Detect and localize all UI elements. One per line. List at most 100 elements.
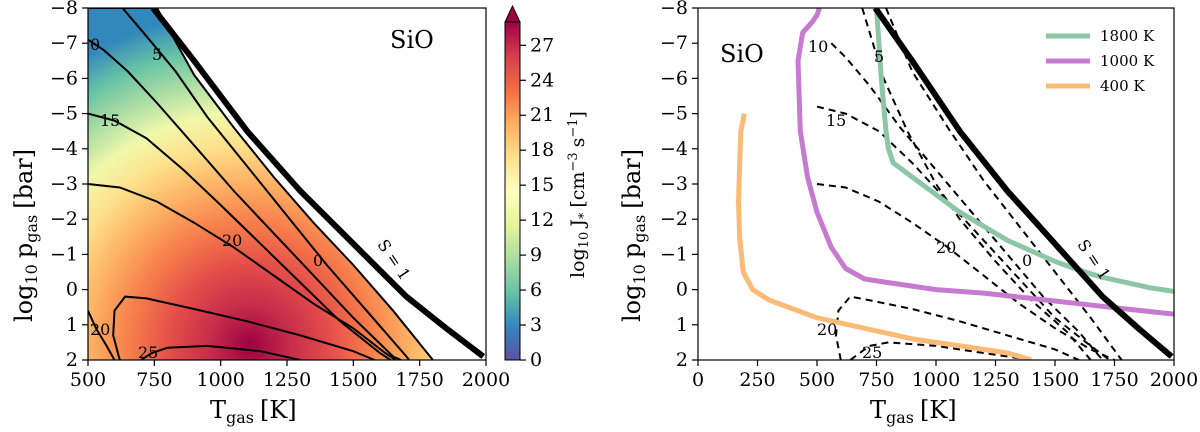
colorbar-tick-label: 3 <box>530 314 542 336</box>
colorbar-tick-label: 18 <box>530 139 554 161</box>
y-tick-label: 0 <box>676 279 688 301</box>
y-tick-label: 0 <box>66 279 78 301</box>
y-tick-label: −6 <box>50 67 78 89</box>
colorbar-tick-label: 6 <box>530 279 542 301</box>
legend-label-400k: 400 K <box>1100 77 1145 95</box>
contour-label: 20 <box>936 238 956 257</box>
y-tick-label: −4 <box>660 138 688 160</box>
series-line <box>795 8 1174 317</box>
x-tick-label: 750 <box>136 369 172 391</box>
x-tick-label: 1000 <box>196 369 244 391</box>
right-annotation: SiO <box>720 40 764 68</box>
y-tick-label: −1 <box>660 243 688 265</box>
contour-label: 20 <box>222 231 242 250</box>
x-tick-label: 1250 <box>263 369 311 391</box>
contour-line <box>140 344 301 360</box>
y-tick-label: 2 <box>676 349 688 371</box>
y-tick-label: −3 <box>50 173 78 195</box>
y-tick-label: −4 <box>50 138 78 160</box>
colorbar-ticks: 0 3 6 9 12 15 18 21 24 27 <box>520 34 554 371</box>
dashed-contour-line <box>816 183 1115 360</box>
colorbar-tick-label: 24 <box>530 69 554 91</box>
x-tick-label: 1500 <box>1031 369 1079 391</box>
right-panel: 0 250 500 750 1000 1250 1500 1750 2000−8−7−6−5−4… <box>618 0 1198 427</box>
left-y-axis-label: log10pgas[bar] <box>10 149 41 322</box>
dashed-contour-line <box>816 105 1111 360</box>
colorbar-tick-label: 27 <box>530 34 554 56</box>
x-tick-label: 1750 <box>1090 369 1138 391</box>
series-line <box>736 113 1032 360</box>
contour-label: 25 <box>138 343 158 362</box>
series-line <box>874 8 1174 294</box>
contour-line <box>112 295 375 360</box>
saturation-curve-left <box>150 8 486 359</box>
x-tick-label: 0 <box>692 369 704 391</box>
dashed-contour-line <box>861 8 1092 360</box>
contour-line <box>88 183 397 360</box>
left-x-axis-label: Tgas [K] <box>210 396 297 427</box>
contour-label: 20 <box>90 320 110 339</box>
contour-label: 25 <box>862 343 882 362</box>
x-tick-label: 500 <box>70 369 106 391</box>
y-tick-label: −1 <box>50 243 78 265</box>
colorbar-frame <box>504 21 521 361</box>
y-tick-label: −6 <box>660 67 688 89</box>
contour-label: 10 <box>808 37 828 56</box>
y-tick-label: −8 <box>660 0 688 19</box>
saturation-label: S = 1 <box>1074 236 1115 284</box>
right-y-axis-label: log10pgas[bar] <box>618 149 649 322</box>
x-tick-label: 750 <box>858 369 894 391</box>
colorbar: 0 3 6 9 12 15 18 21 24 27 log10J*[cm−3s−1] <box>504 4 592 371</box>
colorbar-tick-label: 0 <box>530 349 542 371</box>
y-tick-label: −8 <box>50 0 78 19</box>
x-tick-label: 250 <box>739 369 775 391</box>
temperature-series <box>736 8 1174 360</box>
contour-label: 20 <box>817 320 837 339</box>
saturation-curve-right <box>872 8 1174 359</box>
left-axis-ticks: 500 750 1000 1250 1500 1750 2000−8−7−6−5−4−3−2… <box>50 0 510 391</box>
x-tick-label: 1500 <box>329 369 377 391</box>
contour-label: 15 <box>100 111 120 130</box>
legend-label-1800k: 1800 K <box>1100 27 1155 45</box>
colorbar-extend-arrow <box>504 4 521 23</box>
colorbar-gradient-bar <box>505 22 520 360</box>
left-panel: 500 750 1000 1250 1500 1750 2000−8−7−6−5−4−3−2… <box>10 0 510 427</box>
dashed-contour-line <box>885 8 1123 360</box>
saturation-label: S = 1 <box>374 236 415 284</box>
contour-label: 5 <box>874 47 884 66</box>
legend: 1800 K 1000 K 400 K <box>1046 27 1155 95</box>
x-tick-label: 500 <box>799 369 835 391</box>
x-tick-label: 1750 <box>395 369 443 391</box>
x-tick-label: 1250 <box>971 369 1019 391</box>
y-tick-label: −7 <box>660 32 688 54</box>
contour-lines <box>88 8 410 360</box>
left-annotation: SiO <box>390 26 434 54</box>
y-tick-label: −2 <box>660 208 688 230</box>
y-tick-label: −5 <box>50 103 78 125</box>
contour-label: 15 <box>826 111 846 130</box>
right-axis-ticks: 0 250 500 750 1000 1250 1500 1750 2000−8−7−6−5−4… <box>660 0 1198 391</box>
x-tick-label: 2000 <box>462 369 510 391</box>
contour-line <box>88 38 402 360</box>
x-tick-label: 1000 <box>912 369 960 391</box>
y-tick-label: 2 <box>66 349 78 371</box>
colorbar-tick-label: 21 <box>530 104 554 126</box>
contour-label: 5 <box>152 45 162 64</box>
colorbar-label: log10J*[cm−3s−1] <box>566 111 592 278</box>
y-tick-label: −7 <box>50 32 78 54</box>
y-tick-label: 1 <box>66 314 78 336</box>
contour-label: 0 <box>1022 251 1032 270</box>
colorbar-tick-label: 15 <box>530 174 554 196</box>
dashed-contours <box>816 8 1123 360</box>
y-tick-label: −3 <box>660 173 688 195</box>
colorbar-tick-label: 9 <box>530 244 542 266</box>
y-tick-label: −5 <box>660 103 688 125</box>
y-tick-label: 1 <box>676 314 688 336</box>
x-tick-label: 2000 <box>1150 369 1198 391</box>
contour-line <box>88 310 116 360</box>
colorbar-tick-label: 12 <box>530 209 554 231</box>
contour-line <box>121 8 410 360</box>
y-tick-label: −2 <box>50 208 78 230</box>
legend-label-1000k: 1000 K <box>1100 52 1155 70</box>
